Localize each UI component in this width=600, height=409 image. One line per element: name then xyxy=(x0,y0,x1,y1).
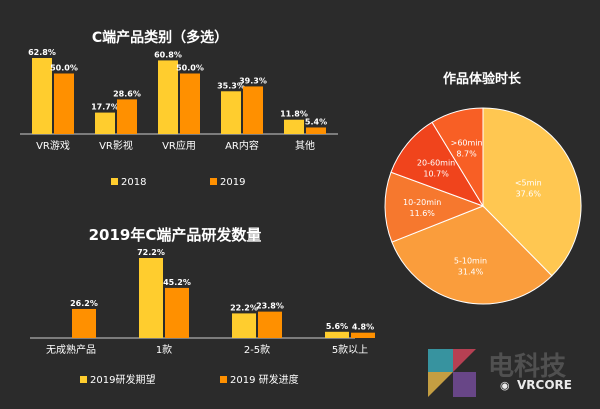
bar-2019-1 xyxy=(117,99,137,134)
pie-label-4: >60min xyxy=(451,139,483,148)
data-label-2019-2: 50.0% xyxy=(176,63,204,72)
bar-2018-0 xyxy=(32,58,52,134)
chart-product-category: C端产品类别（多选） 62.8%50.0%VR游戏17.7%28.6%VR影视6… xyxy=(20,29,338,188)
data-label-2019研发期望-1: 72.2% xyxy=(137,248,165,257)
bar-2019研发期望-2 xyxy=(232,313,256,338)
pie-slice-4 xyxy=(431,107,484,208)
data-label-2019研发期望-2: 22.2% xyxy=(230,303,258,312)
legend-swatch-expectation xyxy=(80,376,87,383)
data-label-2018-3: 35.3% xyxy=(217,81,245,90)
bar-2018-3 xyxy=(221,91,241,134)
category-label-1: VR影视 xyxy=(99,139,133,152)
category-label-1: 1款 xyxy=(156,343,172,356)
data-label-2019研发进度-3: 4.8% xyxy=(352,323,374,332)
category-label-4: 其他 xyxy=(295,139,315,152)
legend-label-2019: 2019 xyxy=(220,177,245,188)
data-label-2019研发期望-3: 5.6% xyxy=(326,322,348,331)
watermark-logo xyxy=(428,349,476,397)
chart-experience-duration: 作品体验时长 <5min 37.6% 5-10min 31.4% 10-20min 11.… xyxy=(384,71,582,305)
watermark: 电科技 ◉ VRCORE xyxy=(428,349,572,397)
legend-label-expectation: 2019研发期望 xyxy=(90,373,155,386)
bar-2019-3 xyxy=(243,86,263,134)
bar-2018-1 xyxy=(95,112,115,134)
chart2-legend: 2019研发期望 2019 研发进度 xyxy=(80,373,299,386)
wechat-icon: ◉ xyxy=(500,379,510,392)
legend-swatch-2019 xyxy=(210,178,217,185)
bar-2019-4 xyxy=(306,127,326,134)
data-label-2019研发进度-0: 26.2% xyxy=(70,299,98,308)
bar-2019-2 xyxy=(180,73,200,134)
pie: <5min 37.6% 5-10min 31.4% 10-20min 11.6% 20-60… xyxy=(384,107,582,305)
pie-label-0: <5min xyxy=(515,178,542,187)
legend-label-progress: 2019 研发进度 xyxy=(230,373,299,386)
data-label-2019-4: 5.4% xyxy=(305,117,327,126)
chart-rd-quantity: 2019年C端产品研发数量 26.2% 无成熟产品 72.2% 45.2% 1款 22.2… xyxy=(30,226,375,386)
pie-value-4: 8.7% xyxy=(456,150,477,159)
category-label-0: 无成熟产品 xyxy=(46,343,96,356)
category-label-2: VR应用 xyxy=(162,139,196,152)
pie-slice-0 xyxy=(482,107,582,277)
bar-2018-4 xyxy=(284,119,304,134)
chart1-title: C端产品类别（多选） xyxy=(92,29,228,46)
pie-value-1: 31.4% xyxy=(458,268,484,277)
legend-swatch-progress xyxy=(220,376,227,383)
data-label-2018-4: 11.8% xyxy=(280,110,308,119)
bar-2019研发期望-3 xyxy=(325,331,349,338)
bar-2019研发进度-2 xyxy=(258,311,282,338)
legend-swatch-2018 xyxy=(111,178,118,185)
bar-2019研发期望-1 xyxy=(139,258,163,338)
legend-label-2018: 2018 xyxy=(121,177,146,188)
data-label-2019研发进度-1: 45.2% xyxy=(163,278,191,287)
category-label-2: 2-5款 xyxy=(244,343,270,356)
pie-slice-1 xyxy=(391,205,553,305)
bar-2019-0 xyxy=(54,73,74,134)
chart2-title: 2019年C端产品研发数量 xyxy=(89,226,262,244)
data-label-2019-0: 50.0% xyxy=(50,63,78,72)
watermark-en: VRCORE xyxy=(517,378,572,392)
category-label-0: VR游戏 xyxy=(36,139,70,152)
pie-label-1: 5-10min xyxy=(454,257,487,266)
bar-2018-2 xyxy=(158,60,178,135)
pie-slice-2 xyxy=(384,171,485,243)
data-label-2018-2: 60.8% xyxy=(154,50,182,59)
chart3-title: 作品体验时长 xyxy=(443,71,522,87)
chart1-legend: 2018 2019 xyxy=(111,177,245,188)
bar-2019研发进度-1 xyxy=(165,287,189,338)
category-label-3: AR内容 xyxy=(225,139,259,152)
bar-2019研发进度-3 xyxy=(351,332,375,338)
data-label-2019-1: 28.6% xyxy=(113,89,141,98)
category-label-3: 5款以上 xyxy=(332,343,368,356)
pie-value-3: 10.7% xyxy=(423,169,449,178)
bar-2019研发进度-0 xyxy=(72,308,96,338)
data-label-2018-0: 62.8% xyxy=(28,48,56,57)
pie-value-2: 11.6% xyxy=(409,209,435,218)
pie-label-2: 10-20min xyxy=(403,198,441,207)
data-label-2019研发进度-2: 23.8% xyxy=(256,302,284,311)
chart2-bars: 26.2% 无成熟产品 72.2% 45.2% 1款 22.2%23.8% 2-5款 5.6%… xyxy=(46,248,375,356)
pie-label-3: 20-60min xyxy=(417,158,455,167)
pie-value-0: 37.6% xyxy=(516,189,542,198)
data-label-2019-3: 39.3% xyxy=(239,76,267,85)
watermark-cn: 电科技 xyxy=(488,352,566,382)
chart1-bars: 62.8% 50.0% VR游戏 17.7% 28.6% VR影视 60.8% 50.0% VR… xyxy=(28,48,327,152)
data-label-2018-1: 17.7% xyxy=(91,103,119,112)
